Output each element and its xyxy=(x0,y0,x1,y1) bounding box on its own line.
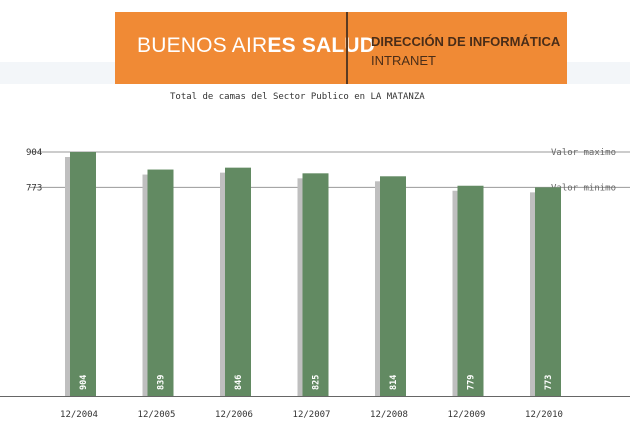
bar-value-label: 839 xyxy=(157,375,167,390)
header-strip-left xyxy=(0,62,115,84)
reference-line-label: Valor maximo xyxy=(551,148,616,158)
bar xyxy=(147,169,174,396)
bar xyxy=(70,152,96,396)
bar-value-label: 846 xyxy=(234,375,244,390)
bar-value-label: 773 xyxy=(544,375,554,390)
bar-value-label: 779 xyxy=(467,375,477,390)
bar xyxy=(225,167,251,396)
bar xyxy=(457,185,484,396)
y-tick-label: 773 xyxy=(26,183,42,193)
x-tick-label: 12/2006 xyxy=(215,410,253,420)
bar-value-label: 825 xyxy=(312,375,322,390)
x-tick-label: 12/2008 xyxy=(370,410,408,420)
x-tick-label: 12/2004 xyxy=(60,410,98,420)
bar xyxy=(302,173,329,396)
chart-title: Total de camas del Sector Publico en LA … xyxy=(170,92,425,102)
department-subtitle: INTRANET xyxy=(371,53,436,68)
header-banner: BUENOS AIRES SALUD DIRECCIÓN DE INFORMÁT… xyxy=(115,12,567,84)
brand-logo-text: BUENOS AIRES SALUD xyxy=(137,34,376,57)
x-tick-label: 12/2007 xyxy=(293,410,331,420)
x-tick-label: 12/2005 xyxy=(138,410,176,420)
bar xyxy=(535,187,561,396)
x-tick-label: 12/2009 xyxy=(448,410,486,420)
department-title: DIRECCIÓN DE INFORMÁTICA xyxy=(371,34,561,49)
bar xyxy=(380,176,406,396)
x-tick-label: 12/2010 xyxy=(525,410,563,420)
bar-value-label: 814 xyxy=(389,375,399,390)
banner-divider xyxy=(346,12,348,84)
header-strip-right xyxy=(567,62,630,84)
bar-value-label: 904 xyxy=(79,375,89,390)
reference-line-label: Valor minimo xyxy=(551,183,616,193)
y-tick-label: 904 xyxy=(26,148,42,158)
